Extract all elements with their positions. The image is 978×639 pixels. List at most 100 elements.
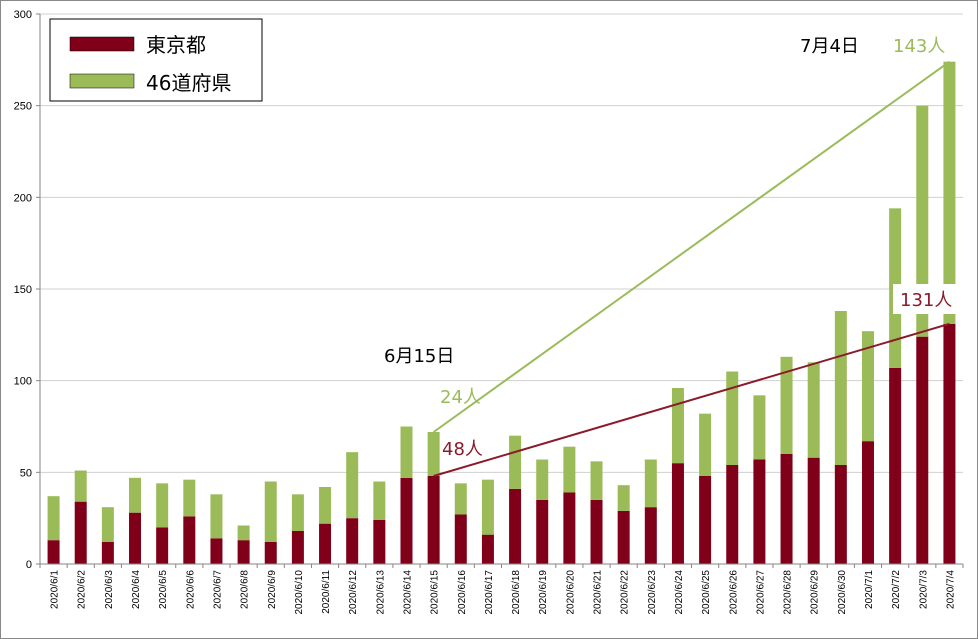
bar-tokyo [129,512,142,564]
annotation-backdrop [893,284,969,314]
trend-line [433,60,951,433]
x-tick-label: 2020/6/8 [240,570,251,609]
bar-others [156,483,169,528]
bar-others [536,459,549,500]
bar-tokyo [617,510,630,564]
bar-tokyo [807,457,820,564]
x-tick-label: 2020/6/16 [457,570,468,615]
bar-tokyo [427,476,440,564]
bar-others [861,331,874,442]
x-tick-label: 2020/6/11 [321,570,332,614]
bar-tokyo [780,454,793,564]
bar-tokyo [373,520,386,564]
bar-tokyo [291,531,304,564]
bar-others [319,487,332,524]
x-tick-label: 2020/7/2 [891,570,902,609]
x-tick-label: 2020/6/29 [810,570,821,615]
y-tick-label: 0 [26,559,32,571]
bar-tokyo [346,518,359,564]
x-tick-label: 2020/6/9 [267,570,278,609]
x-tick-label: 2020/6/5 [158,570,169,609]
bar-others [726,371,739,465]
bar-tokyo [210,538,223,564]
x-tick-label: 2020/7/4 [945,570,956,609]
x-tick-label: 2020/6/30 [837,570,848,615]
x-tick-label: 2020/6/17 [484,570,495,615]
bar-tokyo [156,527,169,564]
x-tick-label: 2020/6/13 [375,570,386,615]
bar-others [943,61,956,324]
y-axis-ticks: 0 50 100 150 200 250 300 [14,9,40,571]
x-tick-label: 2020/6/15 [430,570,441,615]
bar-others [373,481,386,520]
x-axis-ticks: 2020/6/1 2020/6/2 2020/6/3 2020/6/4 2020/6/5… [39,564,964,615]
bar-others [264,481,277,542]
y-tick-label: 100 [14,376,32,388]
bar-tokyo [861,441,874,564]
x-tick-label: 2020/6/22 [620,570,631,615]
annotation-tokyo-start: 48人 [442,439,483,460]
bar-tokyo [183,516,196,564]
y-tick-label: 50 [20,467,32,479]
x-tick-label: 2020/6/7 [212,570,223,609]
y-tick-label: 300 [14,9,32,21]
bar-others [753,395,766,460]
annotation-date-end: 7月4日 [800,36,859,57]
x-tick-label: 2020/6/3 [104,570,115,609]
bar-others [427,432,440,476]
legend: 東京都 46道府県 [49,18,263,102]
x-tick-label: 2020/6/12 [348,570,359,615]
bar-others [481,479,494,535]
bar-tokyo [400,477,413,564]
bars [47,61,956,564]
bar-tokyo [481,534,494,564]
bar-tokyo [454,514,467,564]
bar-tokyo [889,367,902,564]
bar-others [237,525,250,541]
x-tick-label: 2020/7/3 [918,570,929,609]
annotation-others-start: 24人 [440,387,481,408]
x-tick-label: 2020/6/28 [783,570,794,615]
bar-others [563,446,576,493]
annotation-date-start: 6月15日 [384,346,454,367]
bar-tokyo [943,323,956,564]
bar-tokyo [916,336,929,564]
bar-tokyo [590,499,603,564]
y-tick-label: 250 [14,101,32,113]
trend-line [433,322,950,477]
x-tick-label: 2020/6/21 [593,570,604,615]
bar-others [699,413,712,476]
x-tick-label: 2020/6/26 [728,570,739,615]
bar-tokyo [264,542,277,564]
legend-label-tokyo: 東京都 [146,33,206,57]
bar-others [291,494,304,531]
bar-others [400,426,413,478]
legend-swatch-tokyo [69,36,135,52]
x-tick-label: 2020/6/10 [294,570,305,615]
bar-others [129,477,142,513]
bar-others [74,470,87,502]
bar-tokyo [509,488,522,564]
bar-others [101,507,114,542]
x-tick-label: 2020/7/1 [864,570,875,609]
x-tick-label: 2020/6/2 [77,570,88,609]
bar-tokyo [563,492,576,564]
bar-others [590,461,603,500]
x-tick-label: 2020/6/27 [755,570,766,615]
bar-tokyo [753,459,766,564]
annotation-tokyo-end: 131人 [900,290,952,311]
bar-tokyo [74,501,87,564]
x-tick-label: 2020/6/1 [50,570,61,609]
bar-others [617,485,630,511]
y-tick-label: 150 [14,284,32,296]
bar-tokyo [644,507,657,564]
bar-others [916,105,929,337]
bar-others [346,452,359,519]
annotation-others-end: 143人 [893,36,945,57]
bar-others [183,479,196,517]
bar-tokyo [536,499,549,564]
trend-lines [433,60,951,477]
bar-tokyo [319,523,332,564]
x-tick-label: 2020/6/20 [565,570,576,615]
